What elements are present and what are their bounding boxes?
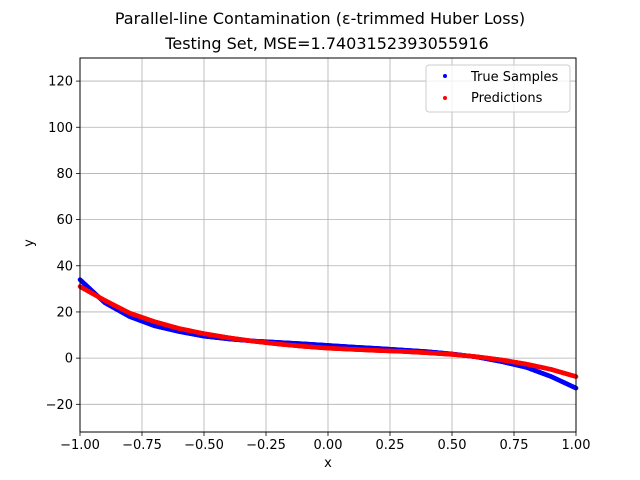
legend-box: [425, 64, 571, 113]
y-tick-label: 40: [56, 259, 73, 274]
x-tick-label: −0.25: [246, 438, 286, 453]
y-tick-label: 0: [65, 352, 73, 367]
y-tick-label: 60: [56, 213, 73, 228]
x-tick-label: 0.50: [438, 438, 467, 453]
y-tick-label: 20: [56, 305, 73, 320]
y-tick-label: −20: [46, 398, 73, 413]
chart-title: Parallel-line Contamination (ε-trimmed H…: [115, 9, 525, 28]
legend: True Samples Predictions: [425, 64, 571, 113]
y-axis-label: y: [22, 239, 37, 247]
x-tick-label: −0.50: [184, 438, 224, 453]
x-tick-label: −1.00: [60, 438, 100, 453]
series-layer: [77, 277, 579, 391]
chart-subtitle: Testing Set, MSE=1.7403152393055916: [164, 34, 488, 53]
legend-marker-true-samples: [443, 74, 447, 78]
x-tick-label: 0.75: [500, 438, 529, 453]
legend-marker-predictions: [443, 96, 447, 100]
legend-label-predictions: Predictions: [471, 91, 543, 106]
legend-label-true-samples: True Samples: [470, 70, 558, 85]
x-tick-label: 0.25: [376, 438, 405, 453]
x-tick-label: −0.75: [122, 438, 162, 453]
y-tick-label: 100: [48, 121, 73, 136]
y-tick-label: 120: [48, 75, 73, 90]
ticks: −1.00 −0.75 −0.50 −0.25 0.00 0.25 0.50 0.75 1.00…: [46, 75, 591, 453]
x-tick-label: 1.00: [562, 438, 591, 453]
x-axis-label: x: [324, 456, 332, 471]
y-tick-label: 80: [56, 167, 73, 182]
series-1: [77, 284, 579, 379]
x-tick-label: 0.00: [314, 438, 343, 453]
